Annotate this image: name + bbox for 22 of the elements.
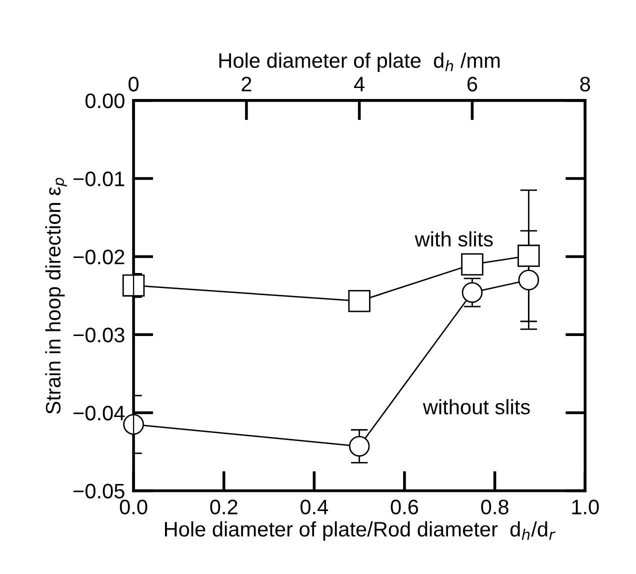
x2-tick-label: 8 bbox=[580, 76, 590, 92]
y-tick-label: −0.05 bbox=[74, 484, 124, 499]
y-tick-label: −0.01 bbox=[74, 172, 124, 186]
x-tick-label: 0.0 bbox=[120, 500, 148, 514]
y-axis-title: Strain in hoop direction ε$_{p}$ bbox=[45, 178, 67, 414]
y-tick-label: −0.03 bbox=[74, 328, 124, 342]
x2-axis-title: Hole diameter of plate d$_{h}$ /mm bbox=[219, 52, 500, 72]
x2-tick-label: 4 bbox=[354, 76, 365, 92]
x-tick-label: 0.8 bbox=[481, 500, 508, 514]
x2-tick-label: 6 bbox=[467, 76, 478, 92]
x2-tick-label: 2 bbox=[242, 76, 252, 92]
x-tick-label: 1.0 bbox=[572, 500, 599, 514]
y-tick-label: −0.02 bbox=[74, 250, 124, 264]
annotation: without slits bbox=[422, 399, 530, 414]
y-tick-label: −0.04 bbox=[74, 406, 125, 420]
annotation: with slits bbox=[414, 231, 493, 247]
x-tick-label: 0.2 bbox=[210, 500, 238, 514]
x-tick-label: 0.4 bbox=[300, 500, 328, 514]
y-tick-label: 0.00 bbox=[85, 93, 124, 108]
x2-tick-label: 0 bbox=[128, 76, 139, 92]
x-tick-label: 0.6 bbox=[390, 500, 418, 514]
x-axis-title: Hole diameter of plate/Rod diameter d$_{h}$/d$_{r}$ bbox=[165, 521, 556, 541]
